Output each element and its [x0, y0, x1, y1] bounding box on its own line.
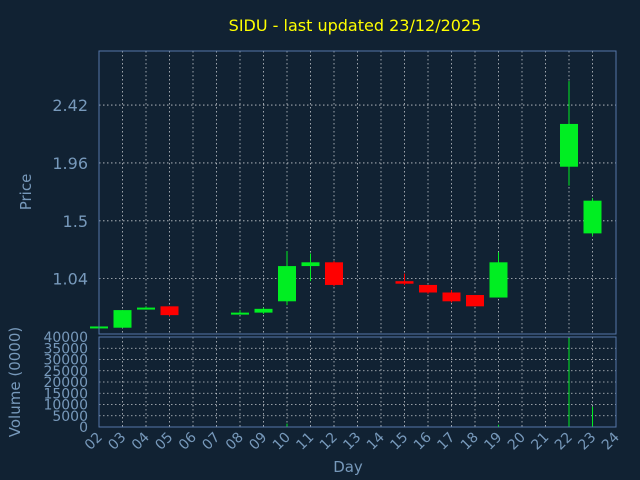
candle-body	[442, 292, 461, 302]
x-tick-label: 18	[458, 430, 482, 454]
volume-tick-label: 10000	[43, 398, 88, 414]
x-tick-label: 15	[387, 430, 411, 454]
candle-04	[137, 306, 155, 310]
candle-16	[419, 284, 437, 294]
price-tick-label: 1.04	[52, 270, 88, 289]
x-tick-label: 07	[199, 430, 223, 454]
candle-10	[278, 250, 296, 306]
volume-tick-label: 20000	[43, 375, 88, 391]
price-frame	[98, 50, 617, 335]
candle-body	[160, 306, 179, 316]
x-tick-label: 20	[505, 430, 529, 454]
candle-body	[137, 307, 155, 310]
candle-22	[560, 81, 578, 186]
candle-12	[325, 261, 343, 287]
candle-03	[113, 310, 132, 328]
volume-tick-label: 15000	[43, 386, 88, 402]
x-tick-label: 04	[129, 429, 153, 453]
x-tick-label: 17	[434, 430, 458, 454]
x-tick-label: 21	[528, 430, 552, 454]
x-tick-label: 24	[599, 429, 623, 453]
x-tick-label: 08	[223, 430, 247, 454]
candle-body	[231, 312, 249, 315]
price-tick-label: 1.5	[63, 212, 88, 231]
volume-tick-label: 25000	[43, 364, 88, 380]
x-tick-label: 16	[411, 429, 435, 453]
volume-axis-label: Volume (0000)	[6, 327, 24, 437]
volume-tick-label: 35000	[43, 341, 88, 357]
candle-body	[583, 200, 602, 234]
candle-05	[160, 306, 179, 317]
candle-19	[489, 252, 508, 298]
volume-tick-label: 5000	[52, 409, 88, 425]
x-tick-label: 09	[246, 430, 270, 454]
candle-body	[278, 266, 296, 302]
candle-body	[560, 123, 578, 167]
candle-09	[254, 307, 273, 314]
candle-15	[395, 273, 414, 285]
candle-body	[254, 308, 273, 313]
volume-tick-label: 40000	[43, 330, 88, 346]
candle-body	[419, 284, 437, 293]
volume-tick-label: 30000	[43, 353, 88, 369]
x-tick-label: 05	[152, 430, 176, 454]
price-grid	[98, 51, 617, 334]
candle-body	[325, 262, 343, 285]
x-tick-label: 13	[340, 430, 364, 454]
candlestick-series	[90, 81, 602, 329]
candle-18	[466, 295, 484, 307]
x-tick-label: 23	[575, 430, 599, 454]
price-tick-label: 2.42	[52, 96, 88, 115]
plot-frames	[98, 50, 617, 428]
price-axis-label: Price	[17, 174, 35, 211]
price-tick-labels: 1.04 1.5 1.96 2.42	[52, 96, 88, 289]
candle-body	[489, 262, 508, 298]
x-tick-label: 06	[176, 429, 200, 453]
volume-grid	[98, 336, 617, 428]
x-tick-label: 10	[270, 430, 294, 454]
candle-23	[583, 198, 602, 236]
candle-body	[301, 262, 320, 267]
chart-title: SIDU - last updated 23/12/2025	[229, 16, 482, 35]
price-tick-label: 1.96	[52, 154, 88, 173]
x-tick-labels: 02 03 04 05 06 07 08 09 10 11 12 13 14 15 16 17 18 19 20 21…	[82, 429, 623, 453]
candle-body	[466, 295, 484, 307]
candle-11	[301, 253, 320, 282]
volume-tick-label: 0	[79, 420, 88, 436]
candle-body	[113, 310, 132, 328]
volume-frame	[98, 336, 617, 428]
x-tick-label: 11	[293, 430, 317, 454]
candle-08	[231, 310, 249, 315]
x-axis-label: Day	[333, 458, 363, 476]
x-tick-label: 12	[317, 430, 341, 454]
x-tick-label: 03	[105, 430, 129, 454]
volume-series	[286, 338, 593, 427]
x-tick-label: 14	[364, 429, 388, 453]
candle-17	[442, 289, 461, 303]
candle-body	[395, 281, 414, 284]
x-tick-label: 22	[552, 430, 576, 454]
x-tick-label: 19	[481, 430, 505, 454]
